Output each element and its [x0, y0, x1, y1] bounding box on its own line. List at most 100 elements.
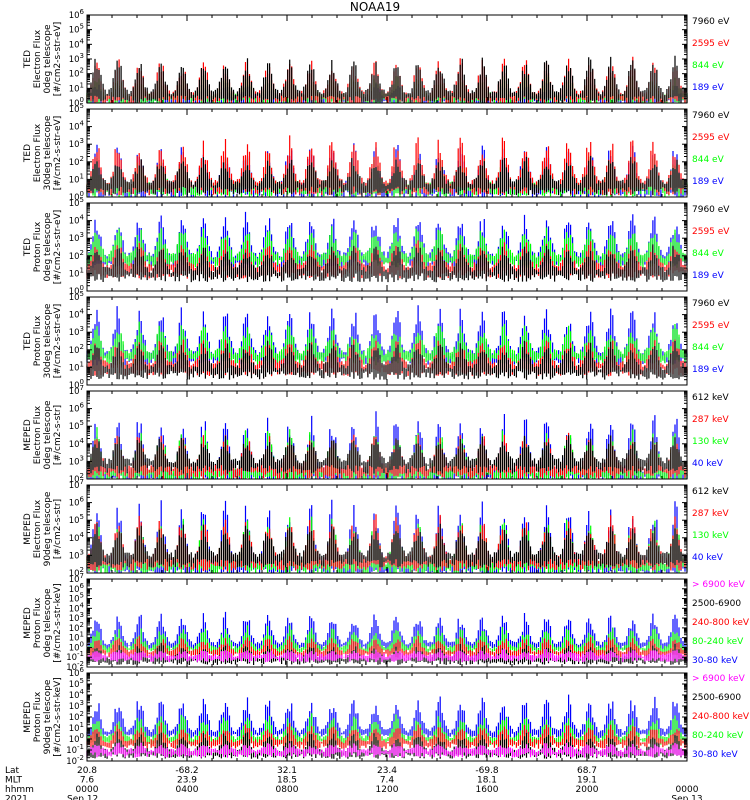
ylabel-line: 30deg telescope	[43, 303, 53, 378]
legend-entry: 40 keV	[692, 459, 724, 469]
footer-cell: Sep 13	[671, 795, 702, 800]
y-tick-label: 102	[69, 155, 84, 168]
ylabel-line: 0deg telescope	[43, 24, 53, 94]
y-tick-label: 102	[69, 249, 84, 262]
footer-cell: -68.2	[175, 766, 198, 776]
ylabel-line: [#/cm2-s-str-eV]	[53, 304, 63, 379]
ylabel-line: Electron Flux	[33, 123, 43, 182]
ylabel-line: 0deg telescope	[43, 212, 53, 282]
legend-entry: 189 eV	[692, 365, 725, 375]
panel-ylabel: MEPEDProton Flux0deg telescope[#/cm2-s-s…	[23, 583, 63, 662]
legend-entry: 240-800 keV	[692, 618, 750, 628]
chart-title: NOAA19	[349, 0, 401, 14]
legend-entry: 189 eV	[692, 177, 725, 187]
footer-cell: 1600	[476, 785, 499, 795]
y-tick-label: 105	[69, 419, 84, 432]
ylabel-line: [#/cm2-s-str]	[53, 405, 63, 465]
footer-cell: 19.1	[577, 776, 597, 786]
panel-ylabel: TEDElectron Flux0deg telescope[#/cm2-s-s…	[23, 22, 63, 97]
ylabel-line: 30deg telescope	[43, 115, 53, 190]
panel-ylabel: MEPEDElectron Flux0deg telescope[#/cm2-s…	[23, 400, 63, 470]
legend-entry: 2595 eV	[692, 321, 730, 331]
ylabel-line: TED	[23, 332, 33, 351]
ylabel-line: [#/cm2-s-str-eV]	[53, 22, 63, 97]
ylabel-line: Proton Flux	[33, 315, 43, 366]
ylabel-line: TED	[23, 50, 33, 69]
ylabel-line: Proton Flux	[33, 597, 43, 648]
y-tick-label: 105	[69, 23, 84, 36]
legend-entry: 7960 eV	[692, 205, 730, 215]
y-tick-label: 103	[69, 52, 84, 65]
legend-entry: > 6900 keV	[692, 674, 746, 684]
y-tick-label: 103	[69, 548, 84, 561]
y-tick-label: 104	[69, 437, 85, 450]
footer-cell: 7.4	[380, 776, 395, 786]
ylabel-line: [#/cm2-s-str-eV]	[53, 210, 63, 285]
ylabel-line: [#/cm2-s-str]	[53, 499, 63, 559]
legend-entry: 30-80 keV	[692, 656, 738, 666]
ylabel-line: MEPED	[23, 419, 33, 451]
footer-cell: 18.1	[477, 776, 497, 786]
footer-cell: 7.6	[80, 776, 95, 786]
y-tick-label: 104	[69, 308, 85, 321]
ylabel-line: Electron Flux	[33, 405, 43, 464]
legend-entry: 612 keV	[692, 487, 729, 497]
legend-entry: 287 keV	[692, 415, 729, 425]
legend-entry: 2595 eV	[692, 227, 730, 237]
legend-entry: 80-240 keV	[692, 731, 744, 741]
y-tick-label: 103	[69, 231, 84, 244]
ylabel-line: [#/cm2-s-str-keV]	[53, 583, 63, 662]
y-tick-label: 103	[69, 454, 84, 467]
ylabel-line: 90deg telescope	[43, 491, 53, 566]
legend-entry: 844 eV	[692, 249, 725, 259]
legend-entry: 7960 eV	[692, 111, 730, 121]
y-tick-label: 101	[69, 172, 84, 185]
footer-cell: 2000	[576, 785, 599, 795]
legend-entry: 612 keV	[692, 393, 729, 403]
footer-row-label: hhmm	[5, 785, 34, 795]
footer-cell: 18.5	[277, 776, 297, 786]
ylabel-line: [#/cm2-s-str-eV]	[53, 116, 63, 191]
footer-row-label: Lat	[5, 766, 20, 776]
y-tick-label: 106	[69, 496, 85, 509]
y-tick-label: 102	[69, 67, 84, 80]
panel-ylabel: MEPEDElectron Flux90deg telescope[#/cm2-…	[23, 491, 63, 566]
y-tick-label: 101	[69, 266, 84, 279]
legend-entry: 130 keV	[692, 437, 729, 447]
legend-entry: 2595 eV	[692, 39, 730, 49]
y-tick-label: 104	[69, 37, 85, 50]
legend-entry: 130 keV	[692, 531, 729, 541]
footer-row-label: MLT	[5, 776, 23, 786]
y-tick-label: 102	[69, 343, 84, 356]
legend-entry: 287 keV	[692, 509, 729, 519]
ylabel-line: [#/cm2-s-str-keV]	[53, 677, 63, 756]
footer-cell: 23.9	[177, 776, 197, 786]
legend-entry: 189 eV	[692, 83, 725, 93]
panel-7: 10-210-1100101102103104105106107MEPEDPro…	[23, 572, 750, 673]
legend-entry: 40 keV	[692, 553, 724, 563]
panel-ylabel: TEDProton Flux0deg telescope[#/cm2-s-str…	[23, 210, 63, 285]
legend-entry: 844 eV	[692, 155, 725, 165]
ylabel-line: MEPED	[23, 607, 33, 639]
legend-entry: 80-240 keV	[692, 637, 744, 647]
legend-entry: 7960 eV	[692, 299, 730, 309]
panel-ylabel: TEDElectron Flux30deg telescope[#/cm2-s-…	[23, 115, 63, 190]
footer-cell: 1200	[376, 785, 399, 795]
ylabel-line: 0deg telescope	[43, 400, 53, 470]
footer-cell: 32.1	[277, 766, 297, 776]
ylabel-line: Electron Flux	[33, 499, 43, 558]
y-tick-label: 101	[69, 360, 84, 373]
legend-entry: 2500-6900	[692, 599, 741, 609]
footer-cell: 0000	[676, 785, 699, 795]
legend-entry: 7960 eV	[692, 17, 730, 27]
y-tick-label: 104	[69, 214, 85, 227]
footer-cell: -69.8	[475, 766, 499, 776]
y-tick-label: 104	[69, 531, 85, 544]
ylabel-line: 0deg telescope	[43, 588, 53, 658]
